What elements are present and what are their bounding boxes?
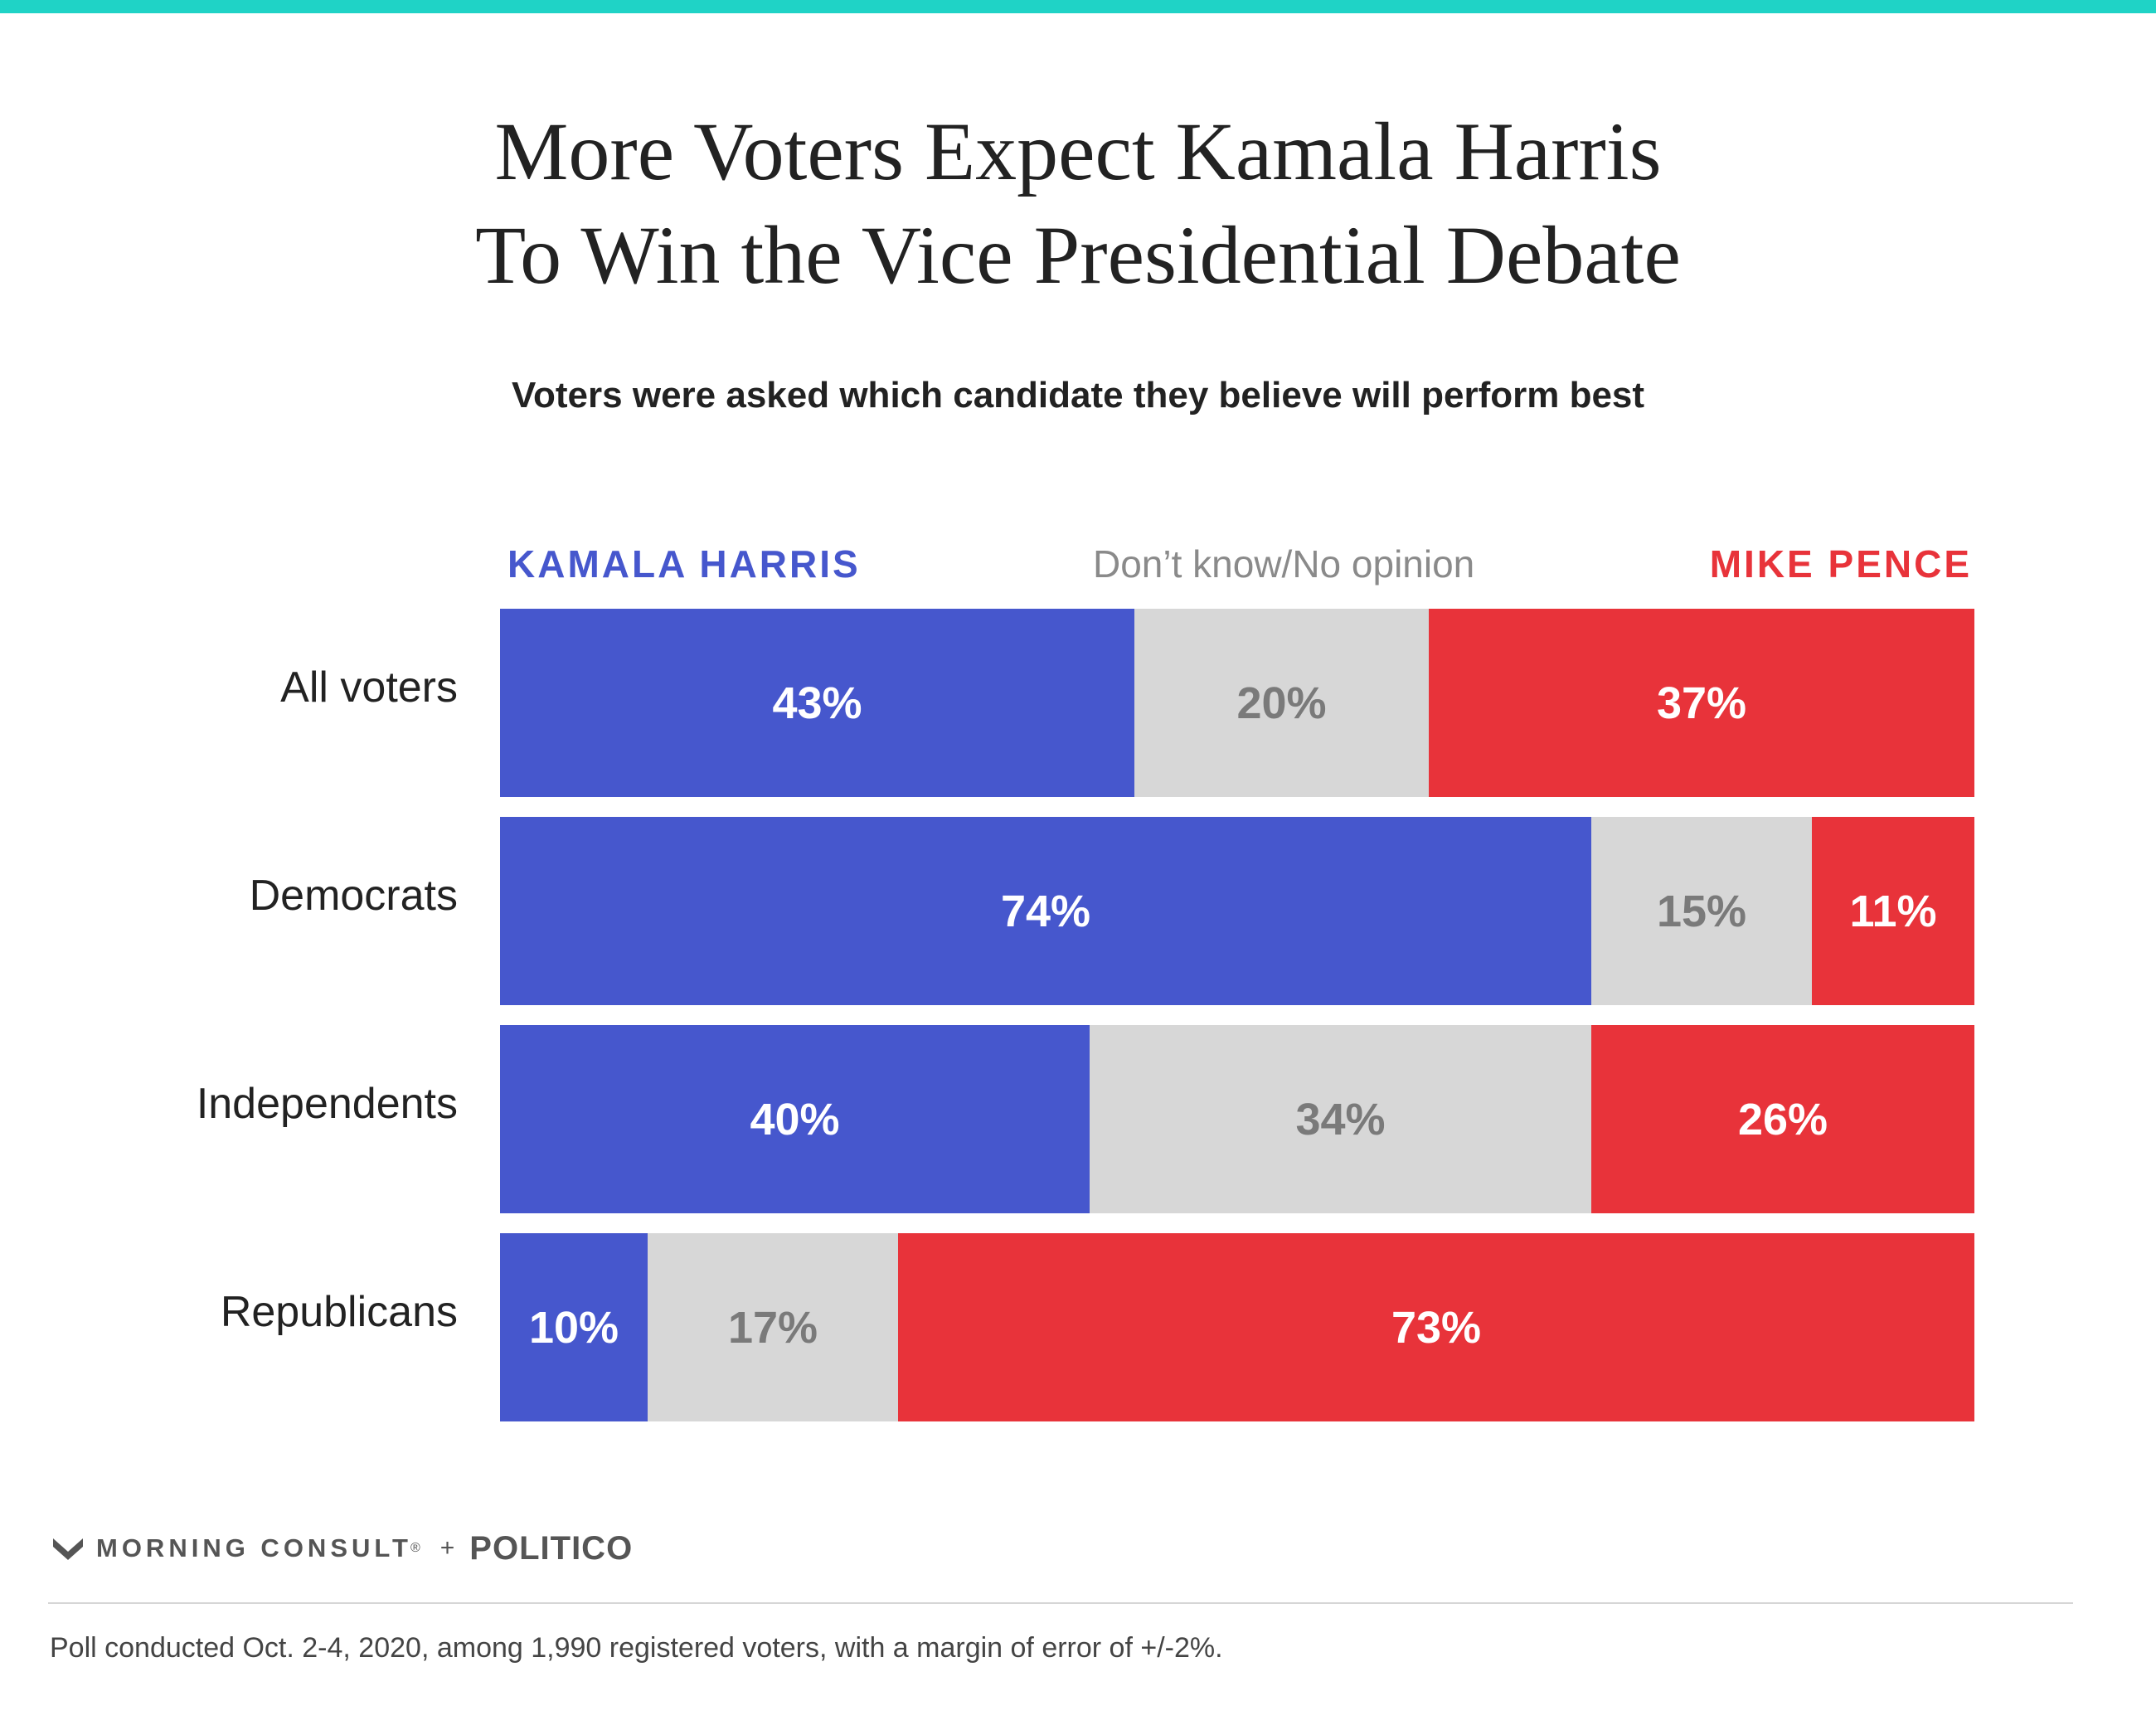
bar-segment-dont_know: 17% [648,1233,898,1421]
bar-value-label: 15% [1656,886,1747,936]
morning-consult-logo-icon [53,1538,83,1560]
bar-value-label: 73% [1391,1302,1482,1353]
bar-segment-pence: 73% [898,1233,1974,1421]
brand-footer: MORNING CONSULT ® + POLITICO [51,1528,633,1569]
bar-value-label: 37% [1656,678,1747,728]
bar-segment-harris: 10% [500,1233,648,1421]
brand-politico: POLITICO [469,1529,634,1567]
bar-value-label: 17% [727,1302,818,1353]
row-label: All voters [280,663,458,712]
bar-value-label: 11% [1849,886,1937,936]
bar-value-label: 10% [528,1302,619,1353]
row-label: Republicans [220,1288,458,1336]
bar-segment-harris: 40% [500,1025,1090,1213]
bar-value-label: 34% [1295,1094,1386,1144]
bar-value-label: 26% [1737,1094,1828,1144]
footnote: Poll conducted Oct. 2-4, 2020, among 1,9… [50,1632,1223,1664]
bar-segment-pence: 26% [1591,1025,1974,1213]
bar-segment-pence: 37% [1429,609,1974,797]
legend-dont-know: Don’t know/No opinion [1093,542,1475,586]
brand-morning-consult: MORNING CONSULT [96,1533,412,1562]
bar-value-label: 20% [1236,678,1327,728]
chart-title-line-1: More Voters Expect Kamala Harris [494,105,1662,197]
row-label: Independents [196,1080,458,1128]
footer-divider [48,1602,2073,1604]
bar-segment-pence: 11% [1812,817,1974,1005]
bar-segment-dont_know: 20% [1134,609,1429,797]
bar-value-label: 74% [1000,886,1091,936]
bar-segment-harris: 43% [500,609,1134,797]
brand-trademark: ® [410,1541,420,1555]
bar-value-label: 43% [772,678,862,728]
chart-title: More Voters Expect Kamala Harris To Win … [0,100,2156,307]
row-label: Democrats [249,872,458,920]
brand-plus: + [439,1534,455,1562]
bar-value-label: 40% [750,1094,840,1144]
legend-pence: MIKE PENCE [1709,542,1972,586]
chart-subtitle: Voters were asked which candidate they b… [511,375,1645,415]
top-accent-rule [0,0,2156,13]
legend-harris: KAMALA HARRIS [507,542,861,586]
bar-segment-dont_know: 15% [1591,817,1812,1005]
bar-segment-harris: 74% [500,817,1591,1005]
bar-segment-dont_know: 34% [1090,1025,1591,1213]
chart-title-line-2: To Win the Vice Presidential Debate [475,209,1681,301]
